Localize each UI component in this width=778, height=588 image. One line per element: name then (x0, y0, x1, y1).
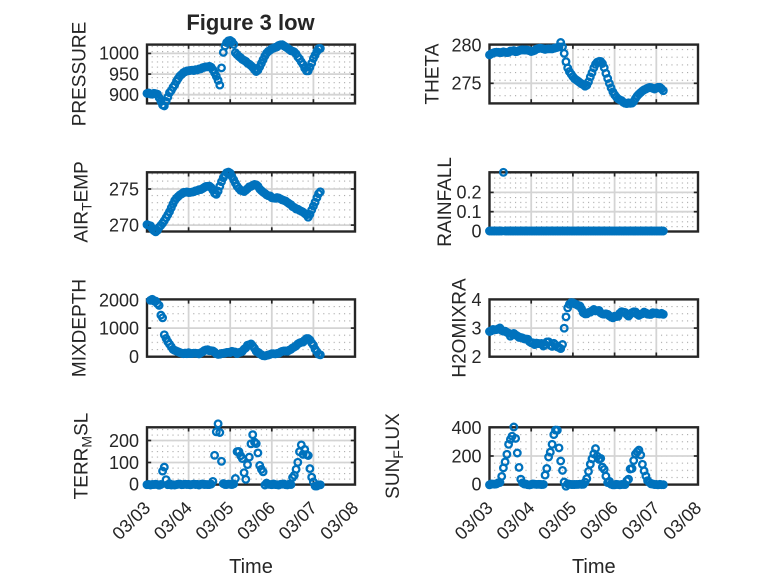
svg-text:4: 4 (471, 290, 481, 310)
svg-text:100: 100 (109, 453, 139, 473)
svg-text:270: 270 (109, 215, 139, 235)
svg-text:THETA: THETA (423, 43, 444, 104)
svg-text:RAINFALL: RAINFALL (435, 157, 456, 247)
svg-text:900: 900 (109, 85, 139, 105)
svg-text:0: 0 (471, 221, 481, 241)
svg-text:2000: 2000 (99, 291, 139, 311)
svg-text:TERRMSL: TERRMSL (72, 413, 95, 500)
svg-text:2: 2 (471, 347, 481, 367)
svg-text:275: 275 (109, 179, 139, 199)
svg-text:Figure 3 low: Figure 3 low (186, 10, 315, 35)
svg-text:0.1: 0.1 (456, 202, 481, 222)
svg-text:280: 280 (451, 36, 481, 56)
svg-text:1000: 1000 (99, 318, 139, 338)
svg-text:PRESSURE: PRESSURE (70, 22, 91, 127)
svg-text:SUNFLUX: SUNFLUX (383, 413, 406, 499)
svg-text:MIXDEPTH: MIXDEPTH (70, 279, 91, 377)
svg-text:0: 0 (471, 475, 481, 495)
svg-text:Time: Time (229, 556, 273, 578)
svg-text:275: 275 (451, 74, 481, 94)
svg-text:AIRTEMP: AIRTEMP (72, 161, 95, 242)
svg-text:0: 0 (129, 347, 139, 367)
svg-text:H2OMIXRA: H2OMIXRA (450, 278, 471, 378)
svg-text:200: 200 (451, 446, 481, 466)
svg-text:1000: 1000 (99, 44, 139, 64)
svg-text:950: 950 (109, 64, 139, 84)
svg-text:200: 200 (109, 431, 139, 451)
svg-text:400: 400 (451, 418, 481, 438)
svg-text:0: 0 (129, 475, 139, 495)
svg-text:0.2: 0.2 (456, 183, 481, 203)
svg-text:Time: Time (572, 556, 616, 578)
svg-text:3: 3 (471, 318, 481, 338)
